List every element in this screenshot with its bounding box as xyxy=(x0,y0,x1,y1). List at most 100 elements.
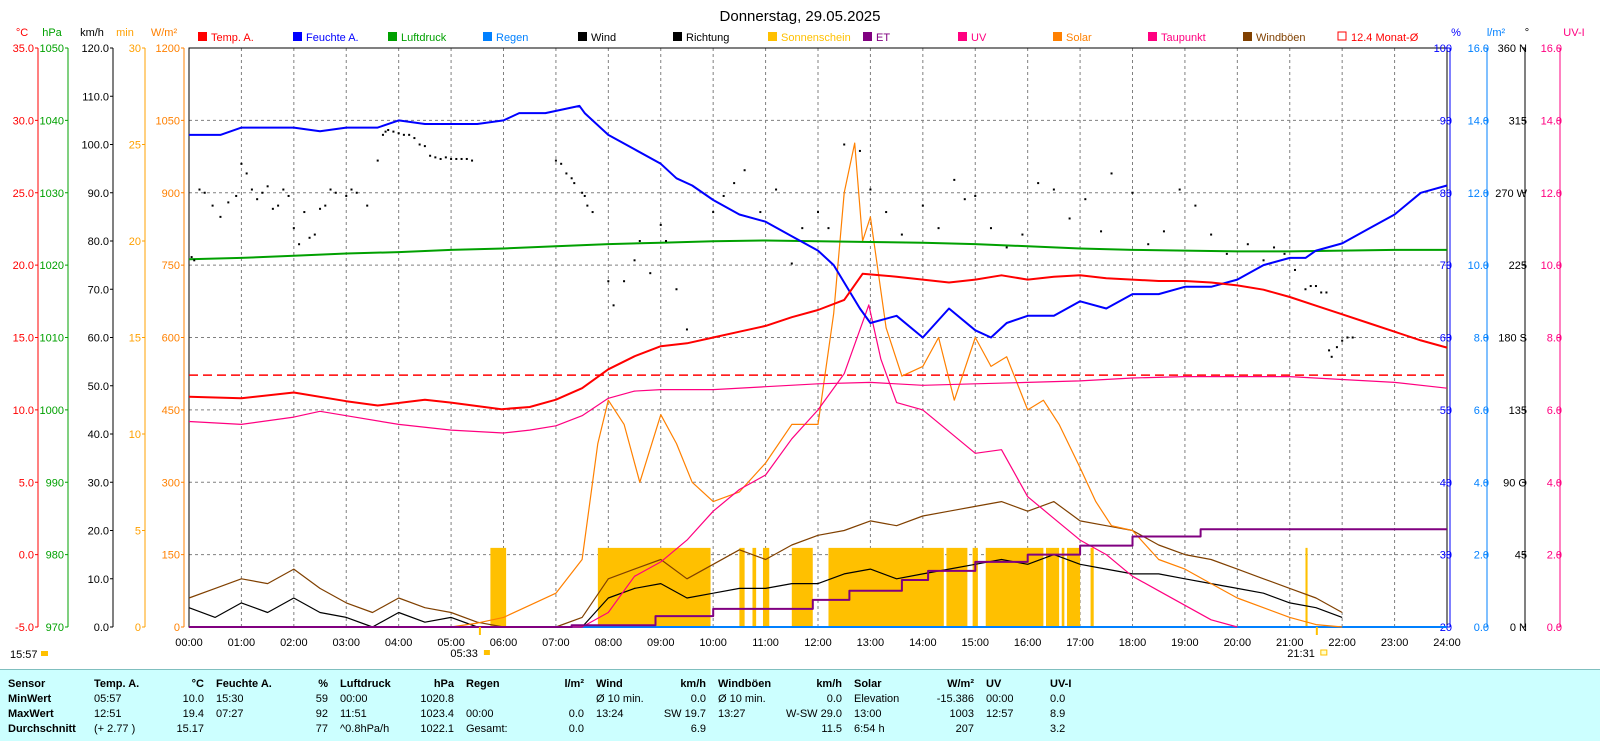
legend-swatch xyxy=(673,32,682,41)
wind-direction-dot xyxy=(801,227,804,230)
sunshine-bar xyxy=(1066,547,1081,627)
wind-direction-dot xyxy=(570,177,573,180)
cell: 00:00 xyxy=(986,692,1014,705)
cell: Ø 10 min. xyxy=(718,692,766,705)
left-axis-unit: W/m² xyxy=(151,27,178,39)
wind-direction-dot xyxy=(355,191,358,194)
x-tick-label: 00:00 xyxy=(175,637,203,649)
left-axis-tick-label: 1030 xyxy=(40,188,64,200)
series-line-windb-en xyxy=(188,501,1343,628)
wind-direction-dot xyxy=(350,188,353,191)
cell xyxy=(466,691,526,706)
wind-direction-dot xyxy=(1335,346,1338,349)
wind-direction-dot xyxy=(471,159,474,162)
x-tick-label: 10:00 xyxy=(699,637,727,649)
legend-swatch xyxy=(863,32,872,41)
cell: 11.5 xyxy=(821,722,842,735)
cell: W-SW 29.0 xyxy=(785,707,842,720)
cell: Ø 10 min. xyxy=(596,692,644,705)
wind-direction-dot xyxy=(1225,252,1228,255)
left-axis-tick-label: 20 xyxy=(129,236,141,248)
wind-direction-dot xyxy=(1314,285,1317,288)
wind-direction-dot xyxy=(211,204,214,207)
wind-direction-dot xyxy=(190,256,193,259)
header-humidity-unit: % xyxy=(318,677,328,690)
right-axis-unit: l/m² xyxy=(1487,27,1506,39)
chart-title: Donnerstag, 29.05.2025 xyxy=(720,8,881,25)
sunrise-icon xyxy=(483,650,490,655)
wind-direction-dot xyxy=(685,328,688,331)
x-tick-label: 09:00 xyxy=(647,637,675,649)
header-temp-unit: °C xyxy=(191,677,204,690)
right-axis-tick-label: 12.0 xyxy=(1468,188,1489,200)
wind-direction-dot xyxy=(266,185,269,188)
wind-direction-dot xyxy=(1341,339,1344,342)
right-axis-tick-label: 360 N xyxy=(1498,43,1527,55)
left-axis-tick-label: 150 xyxy=(162,550,180,562)
cell: 05:57 xyxy=(94,692,122,705)
wind-direction-dot xyxy=(885,211,888,214)
legend-swatch xyxy=(958,32,967,41)
wind-direction-dot xyxy=(460,157,463,160)
cell: 12:51 xyxy=(94,707,122,720)
right-axis-tick-label: 70 xyxy=(1440,260,1452,272)
wind-direction-dot xyxy=(413,137,416,140)
right-axis-tick-label: 14.0 xyxy=(1468,115,1489,127)
sunrise-label: 05:33 xyxy=(450,648,478,660)
left-axis-tick-label: 50.0 xyxy=(88,381,109,393)
wind-direction-dot xyxy=(565,172,568,175)
legend-item-label: Wind xyxy=(591,32,616,44)
wind-direction-dot xyxy=(759,211,762,214)
right-axis-tick-label: 0 N xyxy=(1510,622,1527,634)
wind-direction-dot xyxy=(303,211,306,214)
legend-swatch xyxy=(388,32,397,41)
wind-direction-dot xyxy=(989,227,992,230)
series-line-feuchte-a- xyxy=(189,104,1448,339)
cell: 13:27 xyxy=(718,707,746,720)
left-axis-tick-label: 80.0 xyxy=(88,236,109,248)
right-axis-tick-label: 16.0 xyxy=(1541,43,1562,55)
left-axis-tick-label: 5 xyxy=(135,526,141,538)
wind-direction-dot xyxy=(1346,336,1349,339)
left-axis-tick-label: -5.0 xyxy=(15,622,34,634)
wind-direction-dot xyxy=(675,288,678,291)
sunshine-bar xyxy=(752,547,757,627)
wind-direction-dot xyxy=(271,207,274,210)
left-axis-tick-label: 1010 xyxy=(40,333,64,345)
right-axis-tick-label: 270 W xyxy=(1495,188,1527,200)
header-wind-unit: km/h xyxy=(680,677,706,690)
legend-item-label: Windböen xyxy=(1256,32,1306,44)
wind-direction-dot xyxy=(1246,243,1249,246)
cell: SW 19.7 xyxy=(663,707,706,720)
x-tick-label: 22:00 xyxy=(1328,637,1356,649)
legend-item-label: ET xyxy=(876,32,890,44)
right-axis-tick-label: 6.0 xyxy=(1474,405,1489,417)
legend-swatch xyxy=(293,32,302,41)
wind-direction-dot xyxy=(287,194,290,197)
wind-direction-dot xyxy=(376,159,379,162)
wind-direction-dot xyxy=(953,178,956,181)
header-uv: UV xyxy=(986,677,1002,690)
grid-lines xyxy=(188,47,1448,628)
wind-direction-dot xyxy=(319,207,322,210)
sunshine-bar xyxy=(1061,547,1065,627)
header-pressure-unit: hPa xyxy=(433,677,454,690)
cell: (+ 2.77 ) xyxy=(94,722,136,735)
wind-direction-dot xyxy=(308,236,311,239)
wind-direction-dot xyxy=(583,194,586,197)
cell: 0.0 xyxy=(1050,692,1066,705)
cell: 59 xyxy=(315,692,328,705)
wind-direction-dot xyxy=(974,194,977,197)
wind-direction-dot xyxy=(775,188,778,191)
wind-direction-dot xyxy=(633,259,636,262)
right-axis-tick-label: 4.0 xyxy=(1474,477,1489,489)
wind-direction-dot xyxy=(444,156,447,159)
cell: Gesamt: xyxy=(466,722,508,735)
wind-direction-dot xyxy=(439,157,442,160)
left-axis-tick-label: 70.0 xyxy=(88,284,109,296)
x-tick-label: 05:00 xyxy=(437,637,465,649)
wind-direction-dot xyxy=(1293,268,1296,271)
right-axis-tick-label: 30 xyxy=(1440,550,1452,562)
wind-direction-dot xyxy=(1330,355,1333,358)
series-line-luftdruck xyxy=(188,239,1447,261)
